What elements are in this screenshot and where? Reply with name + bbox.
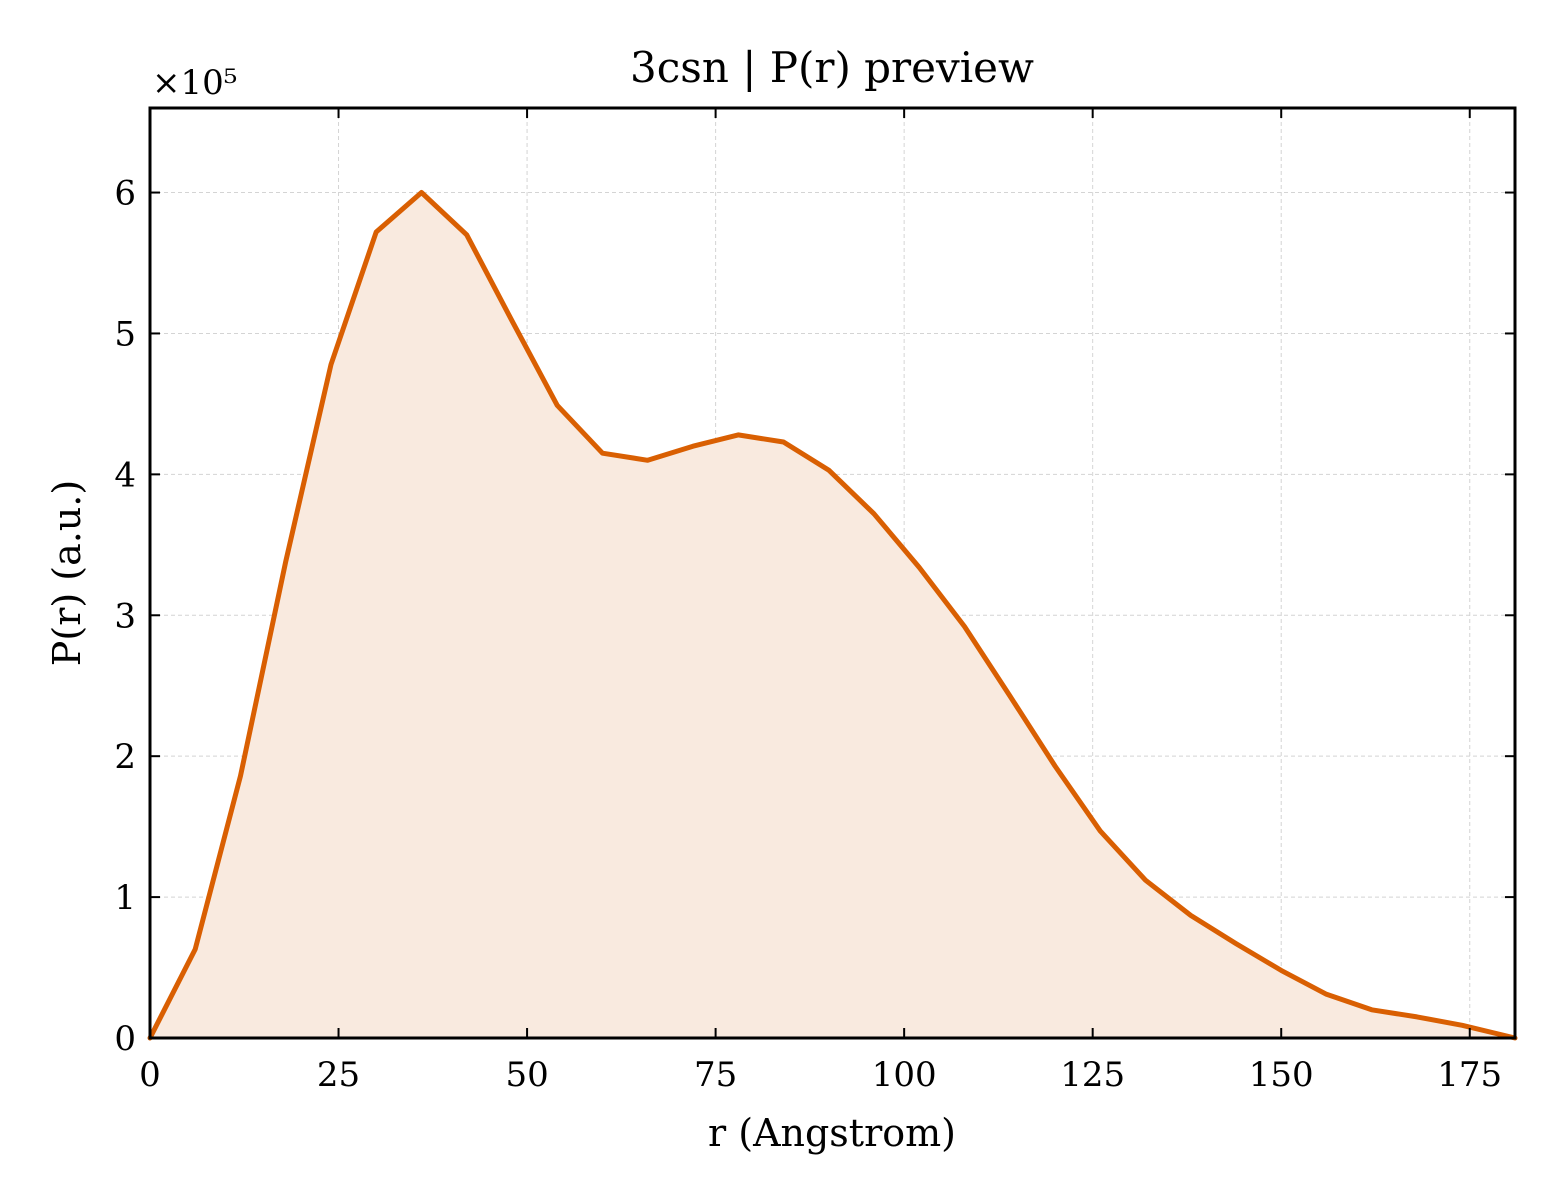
y-tick-label: 1 — [114, 878, 136, 918]
x-tick-label: 150 — [1249, 1055, 1314, 1095]
x-axis-label: r (Angstrom) — [708, 1111, 956, 1155]
x-tick-label: 0 — [139, 1055, 161, 1095]
x-tick-label: 100 — [872, 1055, 937, 1095]
series-line — [147, 190, 1518, 1041]
y-tick-label: 3 — [114, 596, 136, 636]
x-tick-label: 25 — [317, 1055, 360, 1095]
y-tick-label: 2 — [114, 737, 136, 777]
x-tick-label: 175 — [1437, 1055, 1502, 1095]
area-fill — [150, 192, 1515, 1038]
x-tick-label: 75 — [694, 1055, 737, 1095]
y-axis-label: P(r) (a.u.) — [45, 480, 89, 666]
y-tick-label: 4 — [114, 455, 136, 495]
chart-title: 3csn | P(r) preview — [630, 43, 1034, 92]
y-multiplier-label: ×10⁵ — [152, 63, 237, 103]
y-tick-label: 0 — [114, 1019, 136, 1059]
ticks-layer: 0 25 50 75 100 125 150 175 0 1 2 3 4 5 6 — [114, 108, 1515, 1095]
y-tick-label: 5 — [114, 314, 136, 354]
x-tick-label: 50 — [505, 1055, 548, 1095]
x-tick-label: 125 — [1060, 1055, 1125, 1095]
plot-frame — [148, 106, 1517, 1040]
y-tick-label: 6 — [114, 174, 136, 214]
